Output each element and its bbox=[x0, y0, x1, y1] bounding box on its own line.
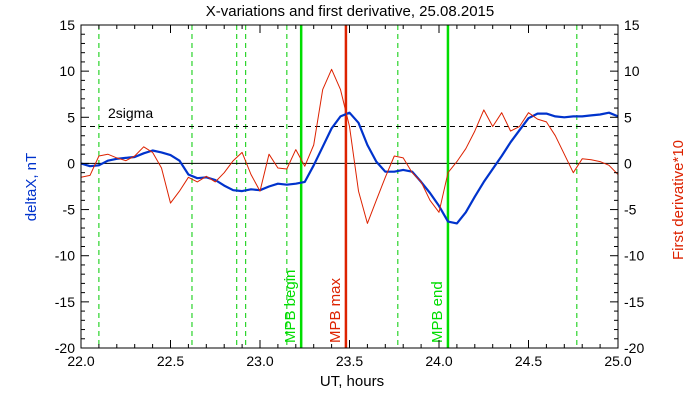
mpb-max-label: MPB max bbox=[327, 277, 344, 343]
y-axis-label-left: deltaX, nT bbox=[23, 153, 40, 221]
y-left-tick-label-6: 10 bbox=[59, 63, 75, 79]
y-right-tick-label-5: 5 bbox=[624, 109, 632, 125]
y-left-tick-label-3: -5 bbox=[63, 202, 76, 218]
axis-ticks bbox=[80, 24, 619, 349]
x-tick-label-0: 22.0 bbox=[67, 353, 94, 369]
y-right-tick-label-2: -10 bbox=[624, 248, 644, 264]
y-right-tick-label-3: -5 bbox=[624, 202, 637, 218]
y-right-tick-label-7: 15 bbox=[624, 17, 640, 33]
y-right-tick-label-1: -15 bbox=[624, 294, 644, 310]
chart-title: X-variations and first derivative, 25.08… bbox=[206, 3, 495, 20]
series-lines bbox=[80, 68, 619, 225]
mpb-lines: MPB begin MPB max MPB end bbox=[282, 25, 450, 348]
x-tick-label-6: 25.0 bbox=[604, 353, 631, 369]
x-axis-label: UT, hours bbox=[320, 373, 384, 390]
x-tick-label-5: 24.5 bbox=[515, 353, 542, 369]
y-left-tick-label-0: -20 bbox=[55, 340, 75, 356]
tick-labels: 22.0 22.5 23.0 23.5 24.0 24.5 25.0-20-15-10-50… bbox=[55, 17, 645, 369]
series-deltax-line bbox=[80, 111, 619, 225]
y-right-tick-label-6: 10 bbox=[624, 63, 640, 79]
mpb-begin-label: MPB begin bbox=[282, 270, 299, 343]
y-left-tick-label-5: 5 bbox=[67, 109, 75, 125]
y-axis-label-right: First derivative*10 bbox=[670, 140, 687, 260]
y-left-tick-label-4: 0 bbox=[67, 155, 75, 171]
x-tick-label-3: 23.5 bbox=[336, 353, 363, 369]
y-left-tick-label-1: -15 bbox=[55, 294, 75, 310]
reference-lines bbox=[81, 126, 618, 164]
series-derivative-line bbox=[80, 68, 619, 224]
x-tick-label-4: 24.0 bbox=[425, 353, 452, 369]
y-left-tick-label-7: 15 bbox=[59, 17, 75, 33]
y-right-tick-label-4: 0 bbox=[624, 155, 632, 171]
threshold-label: 2sigma bbox=[108, 105, 153, 121]
x-tick-label-1: 22.5 bbox=[157, 353, 184, 369]
mpb-end-label: MPB end bbox=[429, 281, 446, 343]
x-tick-label-2: 23.0 bbox=[246, 353, 273, 369]
y-left-tick-label-2: -10 bbox=[55, 248, 75, 264]
y-right-tick-label-0: -20 bbox=[624, 340, 644, 356]
